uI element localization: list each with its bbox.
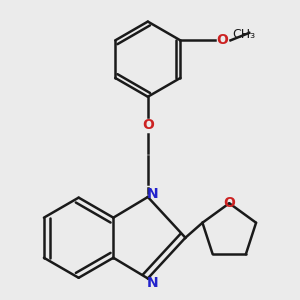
- Text: N: N: [147, 187, 159, 201]
- Text: CH₃: CH₃: [232, 28, 256, 40]
- Text: O: O: [216, 33, 228, 47]
- Text: O: O: [223, 196, 235, 210]
- Text: O: O: [142, 118, 154, 132]
- Text: N: N: [147, 276, 159, 290]
